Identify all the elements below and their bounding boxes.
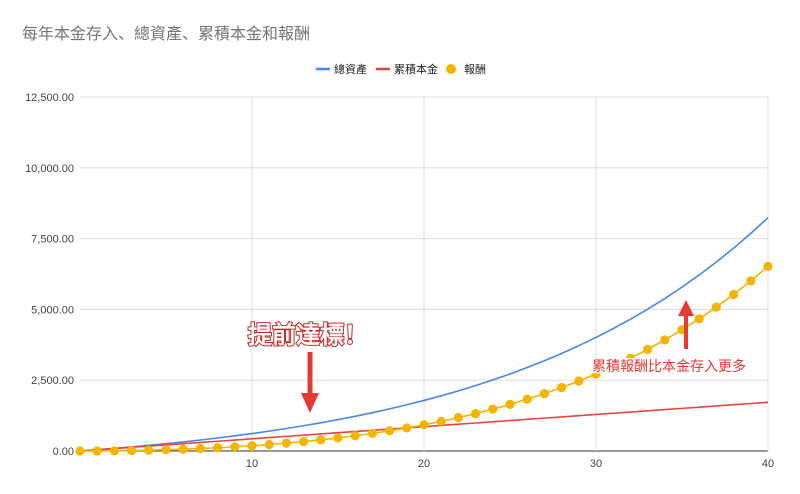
series-point — [625, 353, 636, 363]
series-point — [350, 431, 360, 441]
series-point — [591, 369, 601, 379]
legend-swatch — [446, 64, 456, 74]
series-point — [161, 445, 171, 455]
series-point — [299, 436, 309, 447]
series-point — [127, 445, 137, 456]
series-point — [763, 261, 773, 272]
series-point — [522, 394, 532, 404]
series-line — [79, 217, 769, 452]
y-tick-label: 2,500.00 — [31, 375, 74, 387]
series-point — [574, 376, 584, 386]
series-point — [385, 426, 395, 436]
x-tick-label: 40 — [762, 458, 774, 470]
series-group — [79, 217, 769, 452]
legend-label: 報酬 — [464, 63, 486, 76]
legend-label: 總資產 — [334, 62, 367, 76]
series-point — [436, 416, 446, 426]
series-point — [505, 399, 515, 409]
series-point — [557, 382, 567, 393]
series-point — [746, 276, 756, 286]
x-tick-label: 30 — [590, 458, 602, 470]
y-tick-label: 5,000.00 — [31, 304, 74, 316]
series-point — [419, 420, 429, 430]
y-tick-label: 7,500.00 — [31, 234, 74, 246]
y-axis-ticks: 0.00 2,500.00 5,000.00 7,500.00 10,000.00 12,… — [25, 92, 74, 458]
series-point — [660, 335, 670, 345]
annotation-arrowhead-down — [301, 393, 319, 413]
annotation-left-text: 提前達標！ — [248, 320, 368, 349]
series-point — [281, 438, 291, 448]
series-point — [92, 446, 102, 456]
legend: 總資產 累積本金 報酬 — [316, 62, 486, 76]
series-point — [178, 444, 188, 454]
x-tick-label: 10 — [246, 458, 258, 470]
series-point — [367, 428, 377, 438]
series-point — [333, 433, 343, 443]
series-point — [539, 388, 550, 399]
x-tick-label: 20 — [418, 458, 430, 470]
y-tick-label: 12,500.00 — [25, 92, 74, 104]
series-point — [213, 443, 223, 453]
series-point — [230, 442, 240, 452]
annotation-arrowhead-up — [678, 300, 694, 316]
series-point — [144, 445, 154, 455]
series-point — [247, 441, 257, 451]
annotation-right-text: 累積報酬比本金存入更多 — [592, 358, 746, 375]
series-point — [453, 413, 463, 423]
series-point — [729, 289, 739, 300]
series-point — [316, 435, 326, 445]
chart-title: 每年本金存入、總資產、累積本金和報酬 — [22, 24, 311, 43]
series-point — [402, 423, 412, 433]
y-tick-label: 0.00 — [53, 446, 74, 458]
series-point — [608, 361, 618, 371]
grid — [80, 96, 769, 452]
series-point — [471, 408, 481, 419]
y-tick-label: 10,000.00 — [25, 163, 74, 175]
series-point — [109, 446, 119, 456]
series-point — [711, 302, 722, 312]
series-point — [75, 446, 85, 456]
series-point — [643, 344, 653, 354]
annotations: 提前達標！ 累積報酬比本金存入更多 — [247, 300, 748, 413]
series-point — [264, 439, 274, 450]
series-point — [694, 314, 704, 324]
series-point — [195, 443, 205, 454]
x-axis-ticks: 10 20 30 40 — [246, 458, 774, 470]
series-point — [488, 404, 498, 414]
legend-label: 累積本金 — [394, 62, 438, 76]
